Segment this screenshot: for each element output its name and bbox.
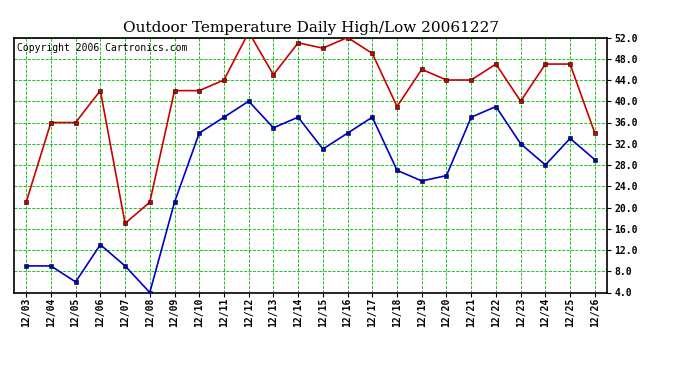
Text: Copyright 2006 Cartronics.com: Copyright 2006 Cartronics.com [17,43,187,52]
Title: Outdoor Temperature Daily High/Low 20061227: Outdoor Temperature Daily High/Low 20061… [123,21,498,35]
